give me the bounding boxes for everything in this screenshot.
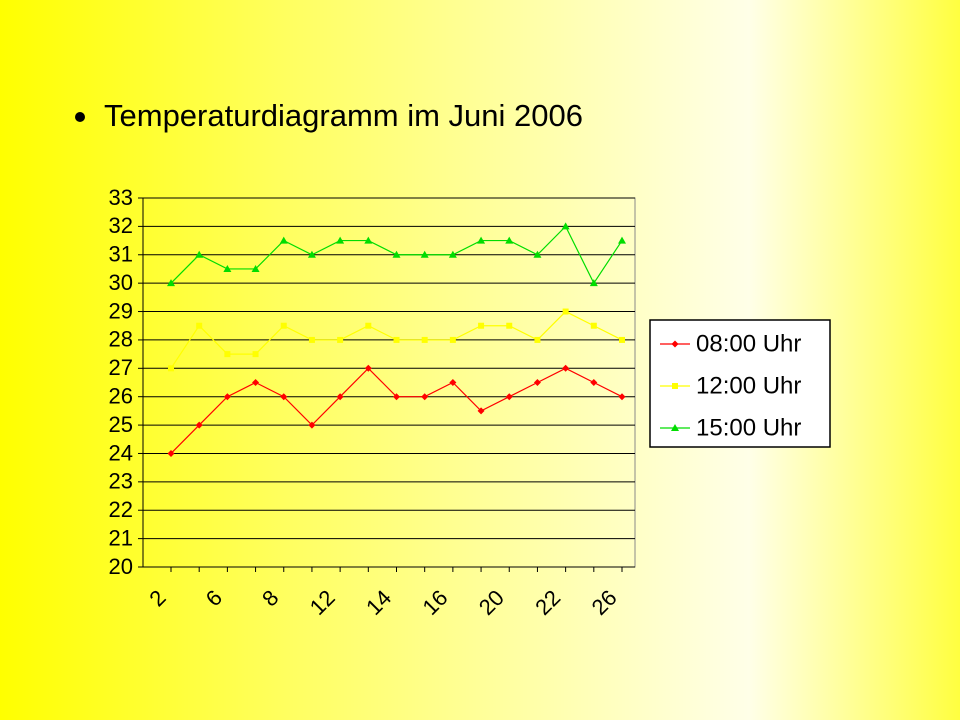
data-point bbox=[562, 308, 569, 315]
data-point bbox=[449, 379, 457, 386]
y-tick-label: 22 bbox=[109, 497, 133, 522]
data-point bbox=[477, 407, 485, 415]
data-point bbox=[364, 236, 373, 244]
data-point bbox=[336, 393, 344, 401]
data-point bbox=[562, 364, 570, 372]
data-point bbox=[167, 449, 175, 457]
x-tick-label: 12 bbox=[305, 585, 340, 620]
legend-label: 12:00 Uhr bbox=[696, 372, 801, 399]
y-tick-label: 31 bbox=[109, 242, 133, 267]
y-tick-label: 23 bbox=[109, 469, 133, 494]
data-point bbox=[365, 322, 372, 329]
data-point bbox=[336, 236, 345, 244]
y-tick-label: 28 bbox=[109, 327, 133, 352]
data-point bbox=[393, 336, 400, 343]
bullet bbox=[75, 112, 85, 122]
y-tick-label: 32 bbox=[109, 213, 133, 238]
data-point bbox=[223, 393, 231, 401]
data-point bbox=[223, 264, 232, 272]
x-tick-label: 6 bbox=[201, 585, 227, 611]
data-point bbox=[618, 393, 626, 401]
data-point bbox=[590, 379, 598, 386]
legend-marker bbox=[671, 340, 679, 348]
data-point bbox=[420, 250, 429, 258]
data-point bbox=[364, 364, 372, 372]
legend-label: 08:00 Uhr bbox=[696, 330, 801, 357]
data-point bbox=[589, 279, 598, 287]
plot-area bbox=[142, 197, 636, 568]
data-point bbox=[477, 236, 486, 244]
data-point bbox=[590, 322, 597, 329]
data-point bbox=[279, 236, 288, 244]
data-point bbox=[224, 351, 231, 358]
data-point bbox=[308, 421, 316, 429]
data-point bbox=[393, 393, 400, 401]
series-line bbox=[170, 367, 623, 454]
y-tick-label: 25 bbox=[109, 412, 133, 437]
x-tick-label: 16 bbox=[418, 585, 453, 620]
x-tick-label: 2 bbox=[144, 585, 170, 611]
data-point bbox=[167, 279, 175, 287]
y-tick-label: 20 bbox=[109, 554, 133, 579]
data-point bbox=[337, 336, 344, 343]
data-point bbox=[308, 336, 315, 343]
data-point bbox=[533, 250, 542, 258]
legend-marker bbox=[672, 383, 678, 389]
data-point bbox=[251, 264, 260, 272]
data-point bbox=[252, 379, 260, 386]
data-point bbox=[280, 393, 288, 401]
legend-label: 15:00 Uhr bbox=[696, 414, 801, 441]
y-tick-label: 27 bbox=[109, 355, 133, 380]
y-tick-label: 29 bbox=[109, 298, 133, 323]
y-tick-label: 26 bbox=[109, 384, 133, 409]
y-tick-label: 33 bbox=[109, 185, 133, 210]
data-point bbox=[619, 336, 625, 343]
data-point bbox=[195, 250, 204, 258]
data-point bbox=[448, 250, 457, 258]
data-point bbox=[280, 322, 287, 329]
legend-marker bbox=[671, 424, 679, 431]
data-point bbox=[534, 336, 541, 343]
x-tick-label: 26 bbox=[587, 585, 622, 620]
data-point bbox=[252, 351, 259, 358]
x-tick-label: 14 bbox=[361, 585, 396, 620]
data-point bbox=[505, 236, 514, 244]
data-point bbox=[421, 336, 428, 343]
data-point bbox=[307, 250, 316, 258]
data-point bbox=[505, 393, 513, 401]
data-point bbox=[392, 250, 401, 258]
data-point bbox=[421, 393, 429, 401]
data-point bbox=[533, 379, 541, 386]
data-point bbox=[449, 336, 456, 343]
x-tick-label: 20 bbox=[474, 585, 509, 620]
x-tick-label: 22 bbox=[530, 585, 565, 620]
data-point bbox=[561, 222, 570, 230]
x-tick-label: 8 bbox=[257, 585, 283, 611]
data-point bbox=[506, 322, 513, 329]
legend bbox=[649, 319, 831, 448]
data-point bbox=[195, 421, 203, 429]
data-point bbox=[168, 365, 174, 372]
data-point bbox=[478, 322, 485, 329]
y-tick-label: 21 bbox=[109, 525, 133, 550]
data-point bbox=[618, 236, 626, 244]
y-tick-label: 30 bbox=[109, 270, 133, 295]
y-tick-label: 24 bbox=[109, 440, 133, 465]
data-point bbox=[196, 322, 203, 329]
chart-title: Temperaturdiagramm im Juni 2006 bbox=[104, 98, 583, 133]
